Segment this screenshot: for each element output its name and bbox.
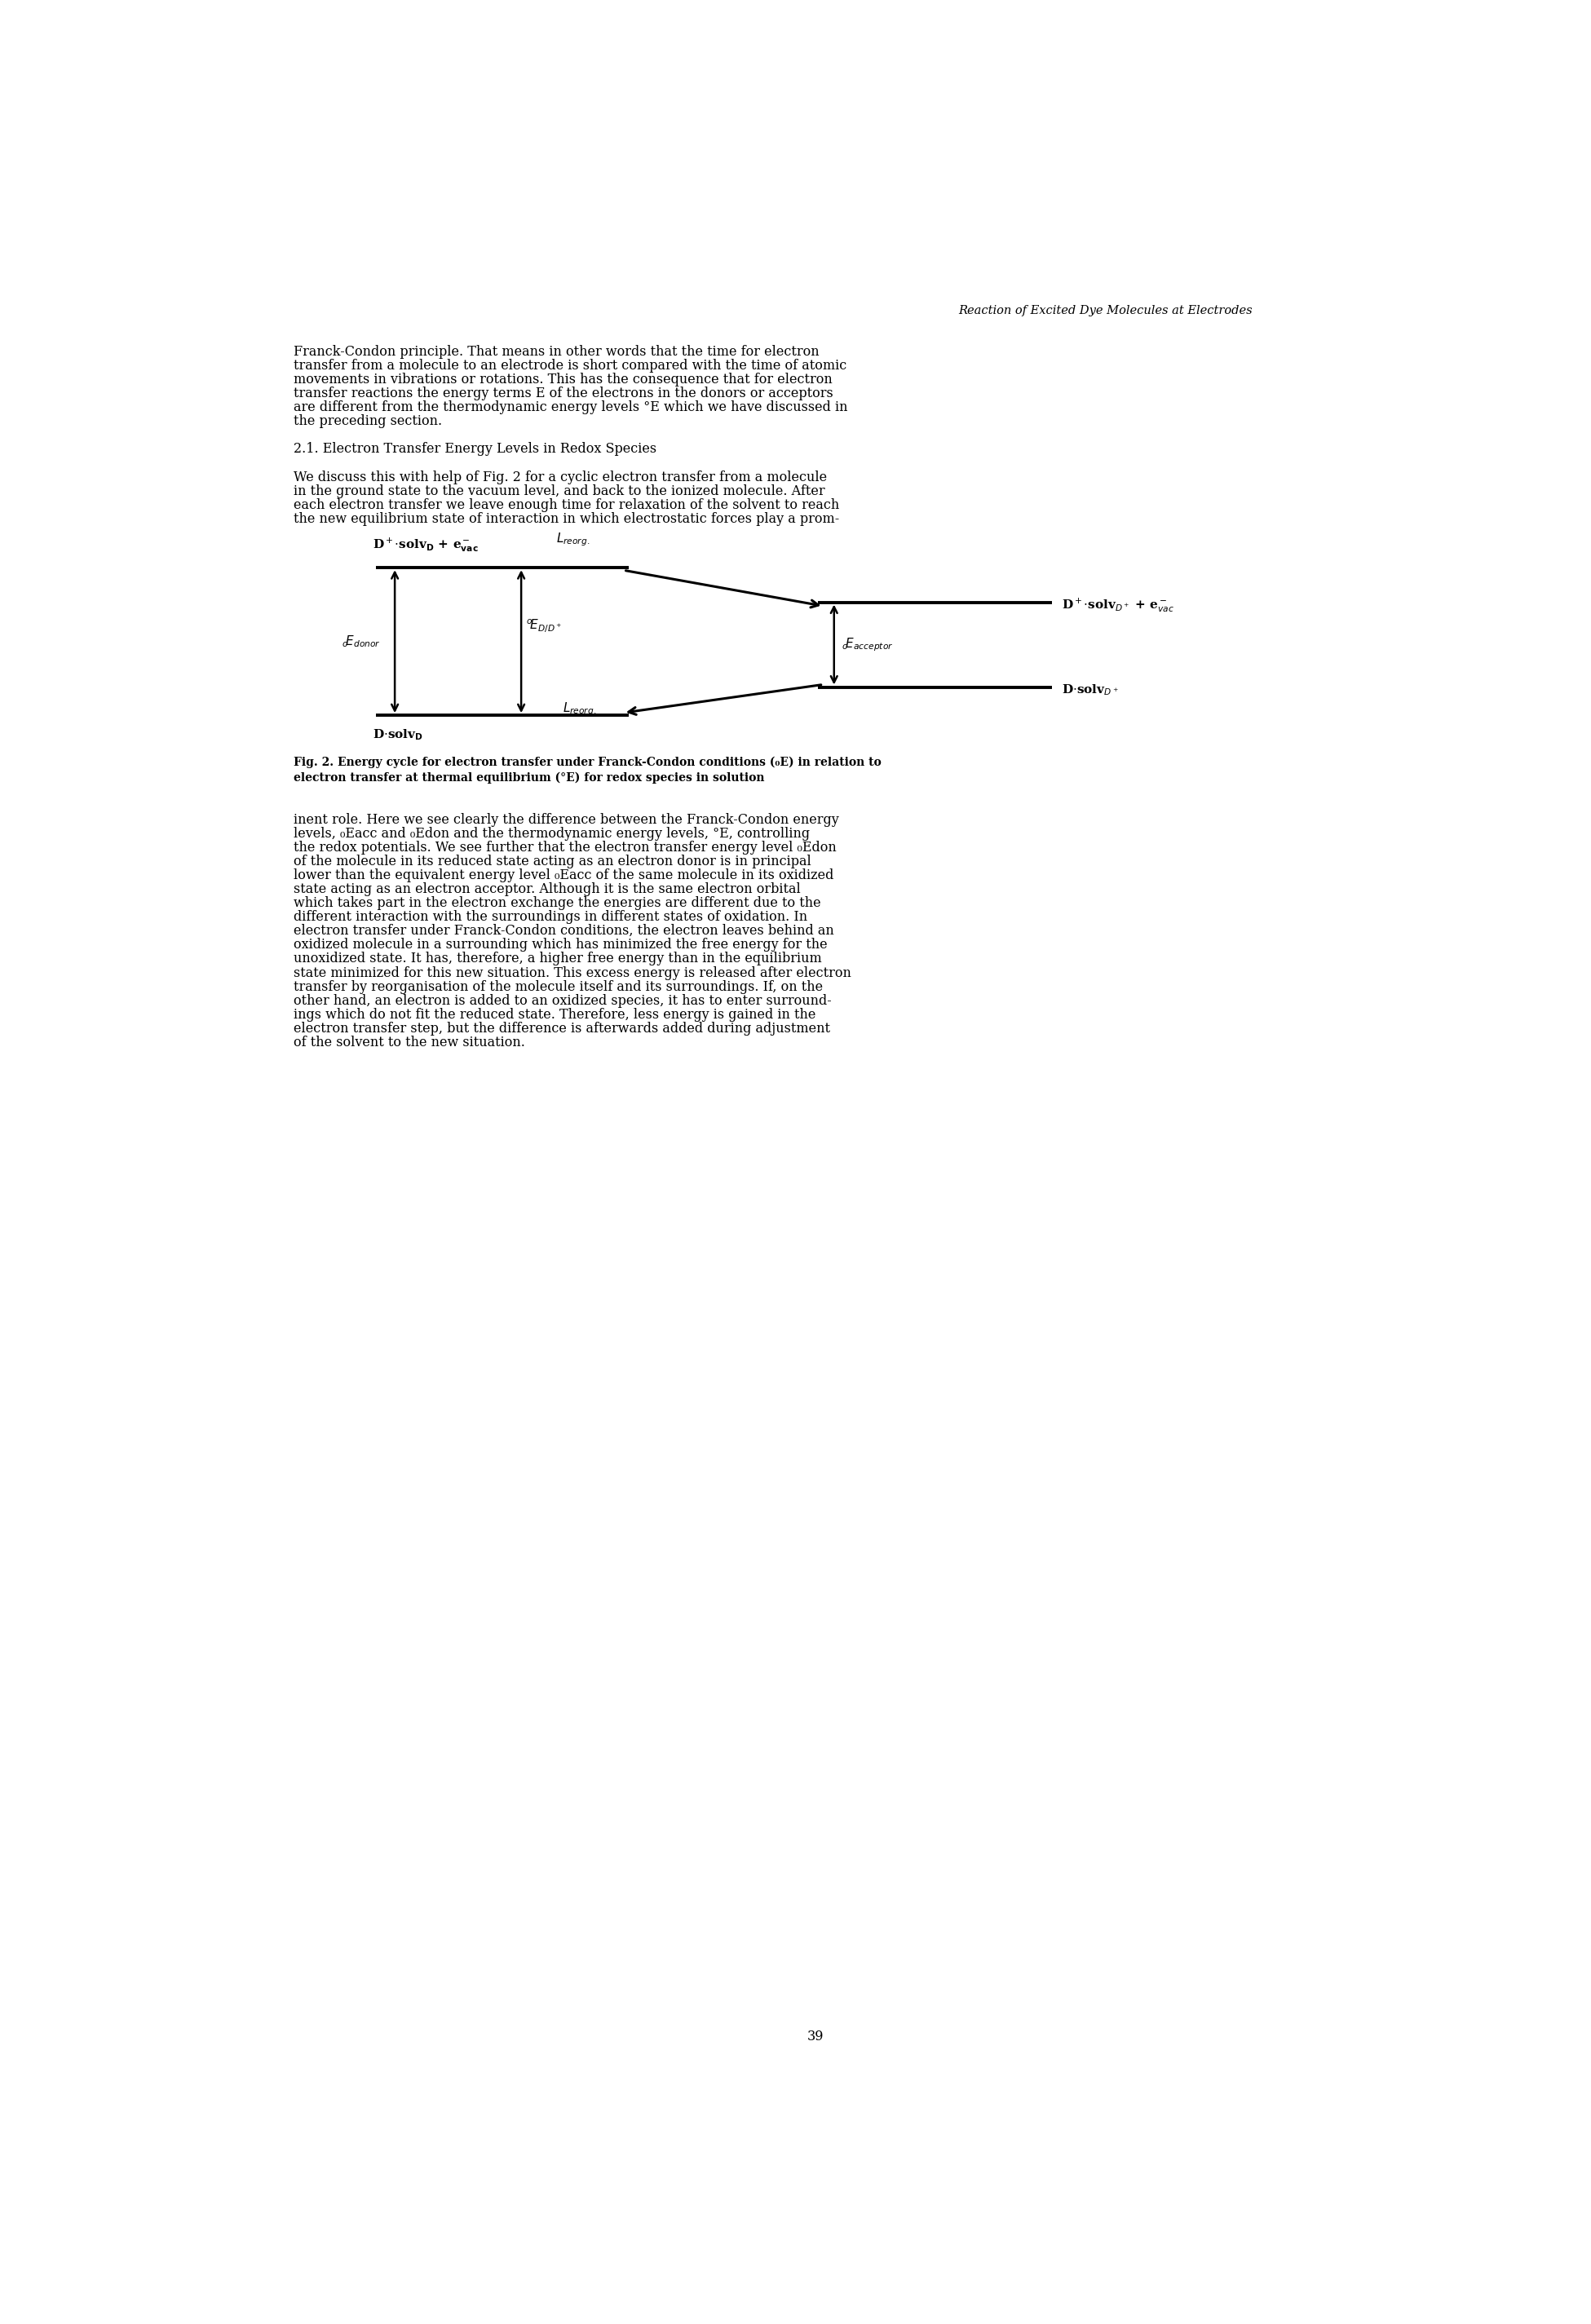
Text: $L_{reorg.}$: $L_{reorg.}$ [555, 530, 590, 548]
Text: D$^+$$\cdot$solv$_\mathbf{D}$ + e$^-_\mathbf{vac}$: D$^+$$\cdot$solv$_\mathbf{D}$ + e$^-_\ma… [372, 537, 479, 553]
Text: electron transfer step, but the difference is afterwards added during adjustment: electron transfer step, but the differen… [294, 1023, 831, 1037]
Text: oxidized molecule in a surrounding which has minimized the free energy for the: oxidized molecule in a surrounding which… [294, 939, 827, 953]
Text: levels, ₀Eacc and ₀Edon and the thermodynamic energy levels, °E, controlling: levels, ₀Eacc and ₀Edon and the thermody… [294, 827, 810, 841]
Text: unoxidized state. It has, therefore, a higher free energy than in the equilibriu: unoxidized state. It has, therefore, a h… [294, 953, 823, 967]
Text: $_o\!E_{acceptor}$: $_o\!E_{acceptor}$ [842, 637, 894, 653]
Text: We discuss this with help of Fig. 2 for a cyclic electron transfer from a molecu: We discuss this with help of Fig. 2 for … [294, 469, 827, 483]
Text: electron transfer at thermal equilibrium (°E) for redox species in solution: electron transfer at thermal equilibrium… [294, 772, 765, 783]
Text: 39: 39 [807, 2029, 824, 2043]
Text: Franck-Condon principle. That means in other words that the time for electron: Franck-Condon principle. That means in o… [294, 344, 819, 358]
Text: transfer reactions the energy terms E of the electrons in the donors or acceptor: transfer reactions the energy terms E of… [294, 386, 834, 400]
Text: the preceding section.: the preceding section. [294, 414, 442, 428]
Text: $^o\!E_{D/D^+}$: $^o\!E_{D/D^+}$ [527, 618, 562, 634]
Text: transfer from a molecule to an electrode is short compared with the time of atom: transfer from a molecule to an electrode… [294, 358, 846, 372]
Text: the redox potentials. We see further that the electron transfer energy level ₀Ed: the redox potentials. We see further tha… [294, 841, 837, 855]
Text: 2.1. Electron Transfer Energy Levels in Redox Species: 2.1. Electron Transfer Energy Levels in … [294, 442, 657, 456]
Text: the new equilibrium state of interaction in which electrostatic forces play a pr: the new equilibrium state of interaction… [294, 511, 840, 525]
Text: D$\cdot$solv$_\mathbf{D}$: D$\cdot$solv$_\mathbf{D}$ [372, 727, 423, 741]
Text: Reaction of Excited Dye Molecules at Electrodes: Reaction of Excited Dye Molecules at Ele… [958, 304, 1252, 316]
Text: of the molecule in its reduced state acting as an electron donor is in principal: of the molecule in its reduced state act… [294, 855, 811, 869]
Text: in the ground state to the vacuum level, and back to the ionized molecule. After: in the ground state to the vacuum level,… [294, 483, 826, 497]
Text: D$^+$$\cdot$solv$_{D^+}$ + e$^-_{vac}$: D$^+$$\cdot$solv$_{D^+}$ + e$^-_{vac}$ [1061, 597, 1174, 614]
Text: state minimized for this new situation. This excess energy is released after ele: state minimized for this new situation. … [294, 967, 851, 981]
Text: transfer by reorganisation of the molecule itself and its surroundings. If, on t: transfer by reorganisation of the molecu… [294, 981, 823, 995]
Text: lower than the equivalent energy level ₀Eacc of the same molecule in its oxidize: lower than the equivalent energy level ₀… [294, 869, 834, 883]
Text: other hand, an electron is added to an oxidized species, it has to enter surroun: other hand, an electron is added to an o… [294, 995, 832, 1009]
Text: $_o\!E_{donor}$: $_o\!E_{donor}$ [342, 634, 380, 648]
Text: state acting as an electron acceptor. Although it is the same electron orbital: state acting as an electron acceptor. Al… [294, 883, 800, 897]
Text: electron transfer under Franck-Condon conditions, the electron leaves behind an: electron transfer under Franck-Condon co… [294, 925, 834, 939]
Text: of the solvent to the new situation.: of the solvent to the new situation. [294, 1037, 525, 1050]
Text: which takes part in the electron exchange the energies are different due to the: which takes part in the electron exchang… [294, 897, 821, 911]
Text: ings which do not fit the reduced state. Therefore, less energy is gained in the: ings which do not fit the reduced state.… [294, 1009, 816, 1023]
Text: each electron transfer we leave enough time for relaxation of the solvent to rea: each electron transfer we leave enough t… [294, 497, 840, 511]
Text: Fig. 2. Energy cycle for electron transfer under Franck-Condon conditions (₀E) i: Fig. 2. Energy cycle for electron transf… [294, 755, 881, 767]
Text: movements in vibrations or rotations. This has the consequence that for electron: movements in vibrations or rotations. Th… [294, 372, 832, 386]
Text: $L_{reorg.}$: $L_{reorg.}$ [562, 702, 597, 718]
Text: D$\cdot$solv$_{D^+}$: D$\cdot$solv$_{D^+}$ [1061, 683, 1118, 697]
Text: are different from the thermodynamic energy levels °E which we have discussed in: are different from the thermodynamic ene… [294, 400, 848, 414]
Text: inent role. Here we see clearly the difference between the Franck-Condon energy: inent role. Here we see clearly the diff… [294, 813, 838, 827]
Text: different interaction with the surroundings in different states of oxidation. In: different interaction with the surroundi… [294, 911, 808, 925]
